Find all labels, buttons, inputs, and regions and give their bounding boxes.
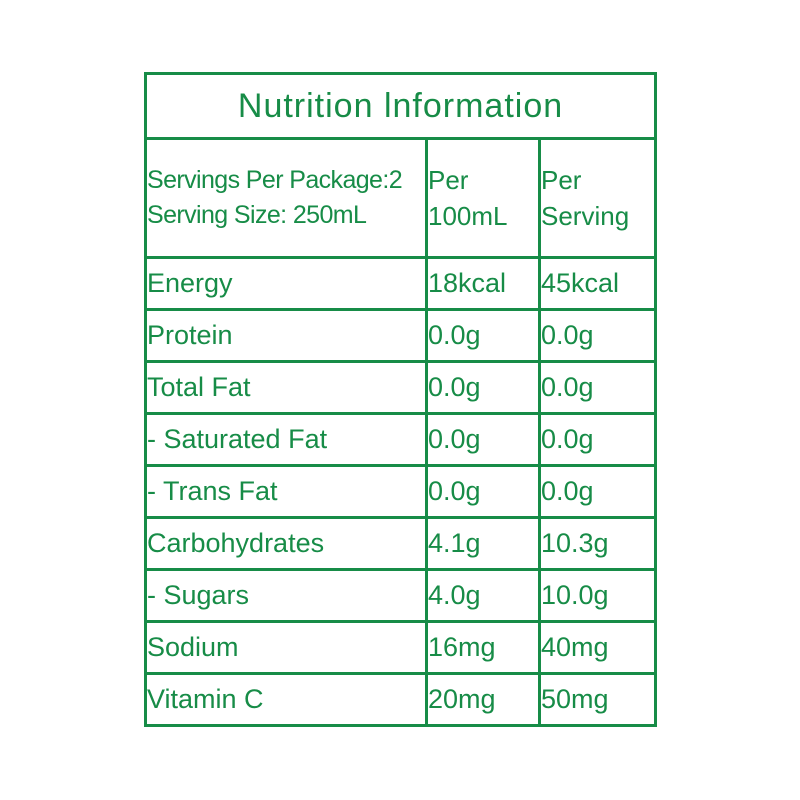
serving-info-header: Servings Per Package:2 Serving Size: 250…	[144, 137, 428, 259]
header-row: Servings Per Package:2 Serving Size: 250…	[144, 137, 658, 259]
value-per-serving: 45kcal	[537, 256, 658, 311]
value-per-100ml: 4.1g	[425, 516, 541, 571]
nutrient-label: Total Fat	[144, 360, 428, 415]
value-per-100ml: 16mg	[425, 620, 541, 675]
nutrition-table: Nutrition lnformation Servings Per Packa…	[143, 72, 658, 727]
value-per-serving: 10.0g	[537, 568, 658, 623]
servings-per-package-text: Servings Per Package:2	[147, 166, 403, 194]
nutrition-label: Nutrition lnformation Servings Per Packa…	[143, 72, 658, 727]
value-per-serving: 0.0g	[537, 308, 658, 363]
value-per-100ml: 0.0g	[425, 360, 541, 415]
table-row-total-fat: Total Fat 0.0g 0.0g	[144, 360, 658, 415]
value-per-serving: 0.0g	[537, 464, 658, 519]
nutrient-label: - Saturated Fat	[144, 412, 428, 467]
table-row-vitamin-c: Vitamin C 20mg 50mg	[144, 672, 658, 727]
table-row-saturated-fat: - Saturated Fat 0.0g 0.0g	[144, 412, 658, 467]
value-per-serving: 40mg	[537, 620, 658, 675]
value-per-serving: 0.0g	[537, 412, 658, 467]
value-per-100ml: 0.0g	[425, 464, 541, 519]
per-100ml-header: Per 100mL	[425, 137, 541, 259]
value-per-serving: 10.3g	[537, 516, 658, 571]
nutrient-label: Energy	[144, 256, 428, 311]
table-row-protein: Protein 0.0g 0.0g	[144, 308, 658, 363]
nutrient-label: - Trans Fat	[144, 464, 428, 519]
title-row: Nutrition lnformation	[143, 72, 658, 140]
table-row-carbohydrates: Carbohydrates 4.1g 10.3g	[144, 516, 658, 571]
value-per-100ml: 0.0g	[425, 308, 541, 363]
nutrient-label: - Sugars	[144, 568, 428, 623]
per-serving-header: Per Serving	[537, 137, 658, 259]
nutrient-label: Sodium	[144, 620, 428, 675]
value-per-100ml: 0.0g	[425, 412, 541, 467]
value-per-100ml: 18kcal	[425, 256, 541, 311]
nutrient-label: Protein	[144, 308, 428, 363]
table-row-sugars: - Sugars 4.0g 10.0g	[144, 568, 658, 623]
table-row-energy: Energy 18kcal 45kcal	[144, 256, 658, 311]
nutrient-label: Carbohydrates	[144, 516, 428, 571]
serving-size-text: Serving Size: 250mL	[147, 201, 367, 229]
table-title: Nutrition lnformation	[143, 72, 658, 140]
nutrient-label: Vitamin C	[144, 672, 428, 727]
table-row-sodium: Sodium 16mg 40mg	[144, 620, 658, 675]
value-per-serving: 0.0g	[537, 360, 658, 415]
value-per-100ml: 20mg	[425, 672, 541, 727]
value-per-serving: 50mg	[537, 672, 658, 727]
value-per-100ml: 4.0g	[425, 568, 541, 623]
table-row-trans-fat: - Trans Fat 0.0g 0.0g	[144, 464, 658, 519]
